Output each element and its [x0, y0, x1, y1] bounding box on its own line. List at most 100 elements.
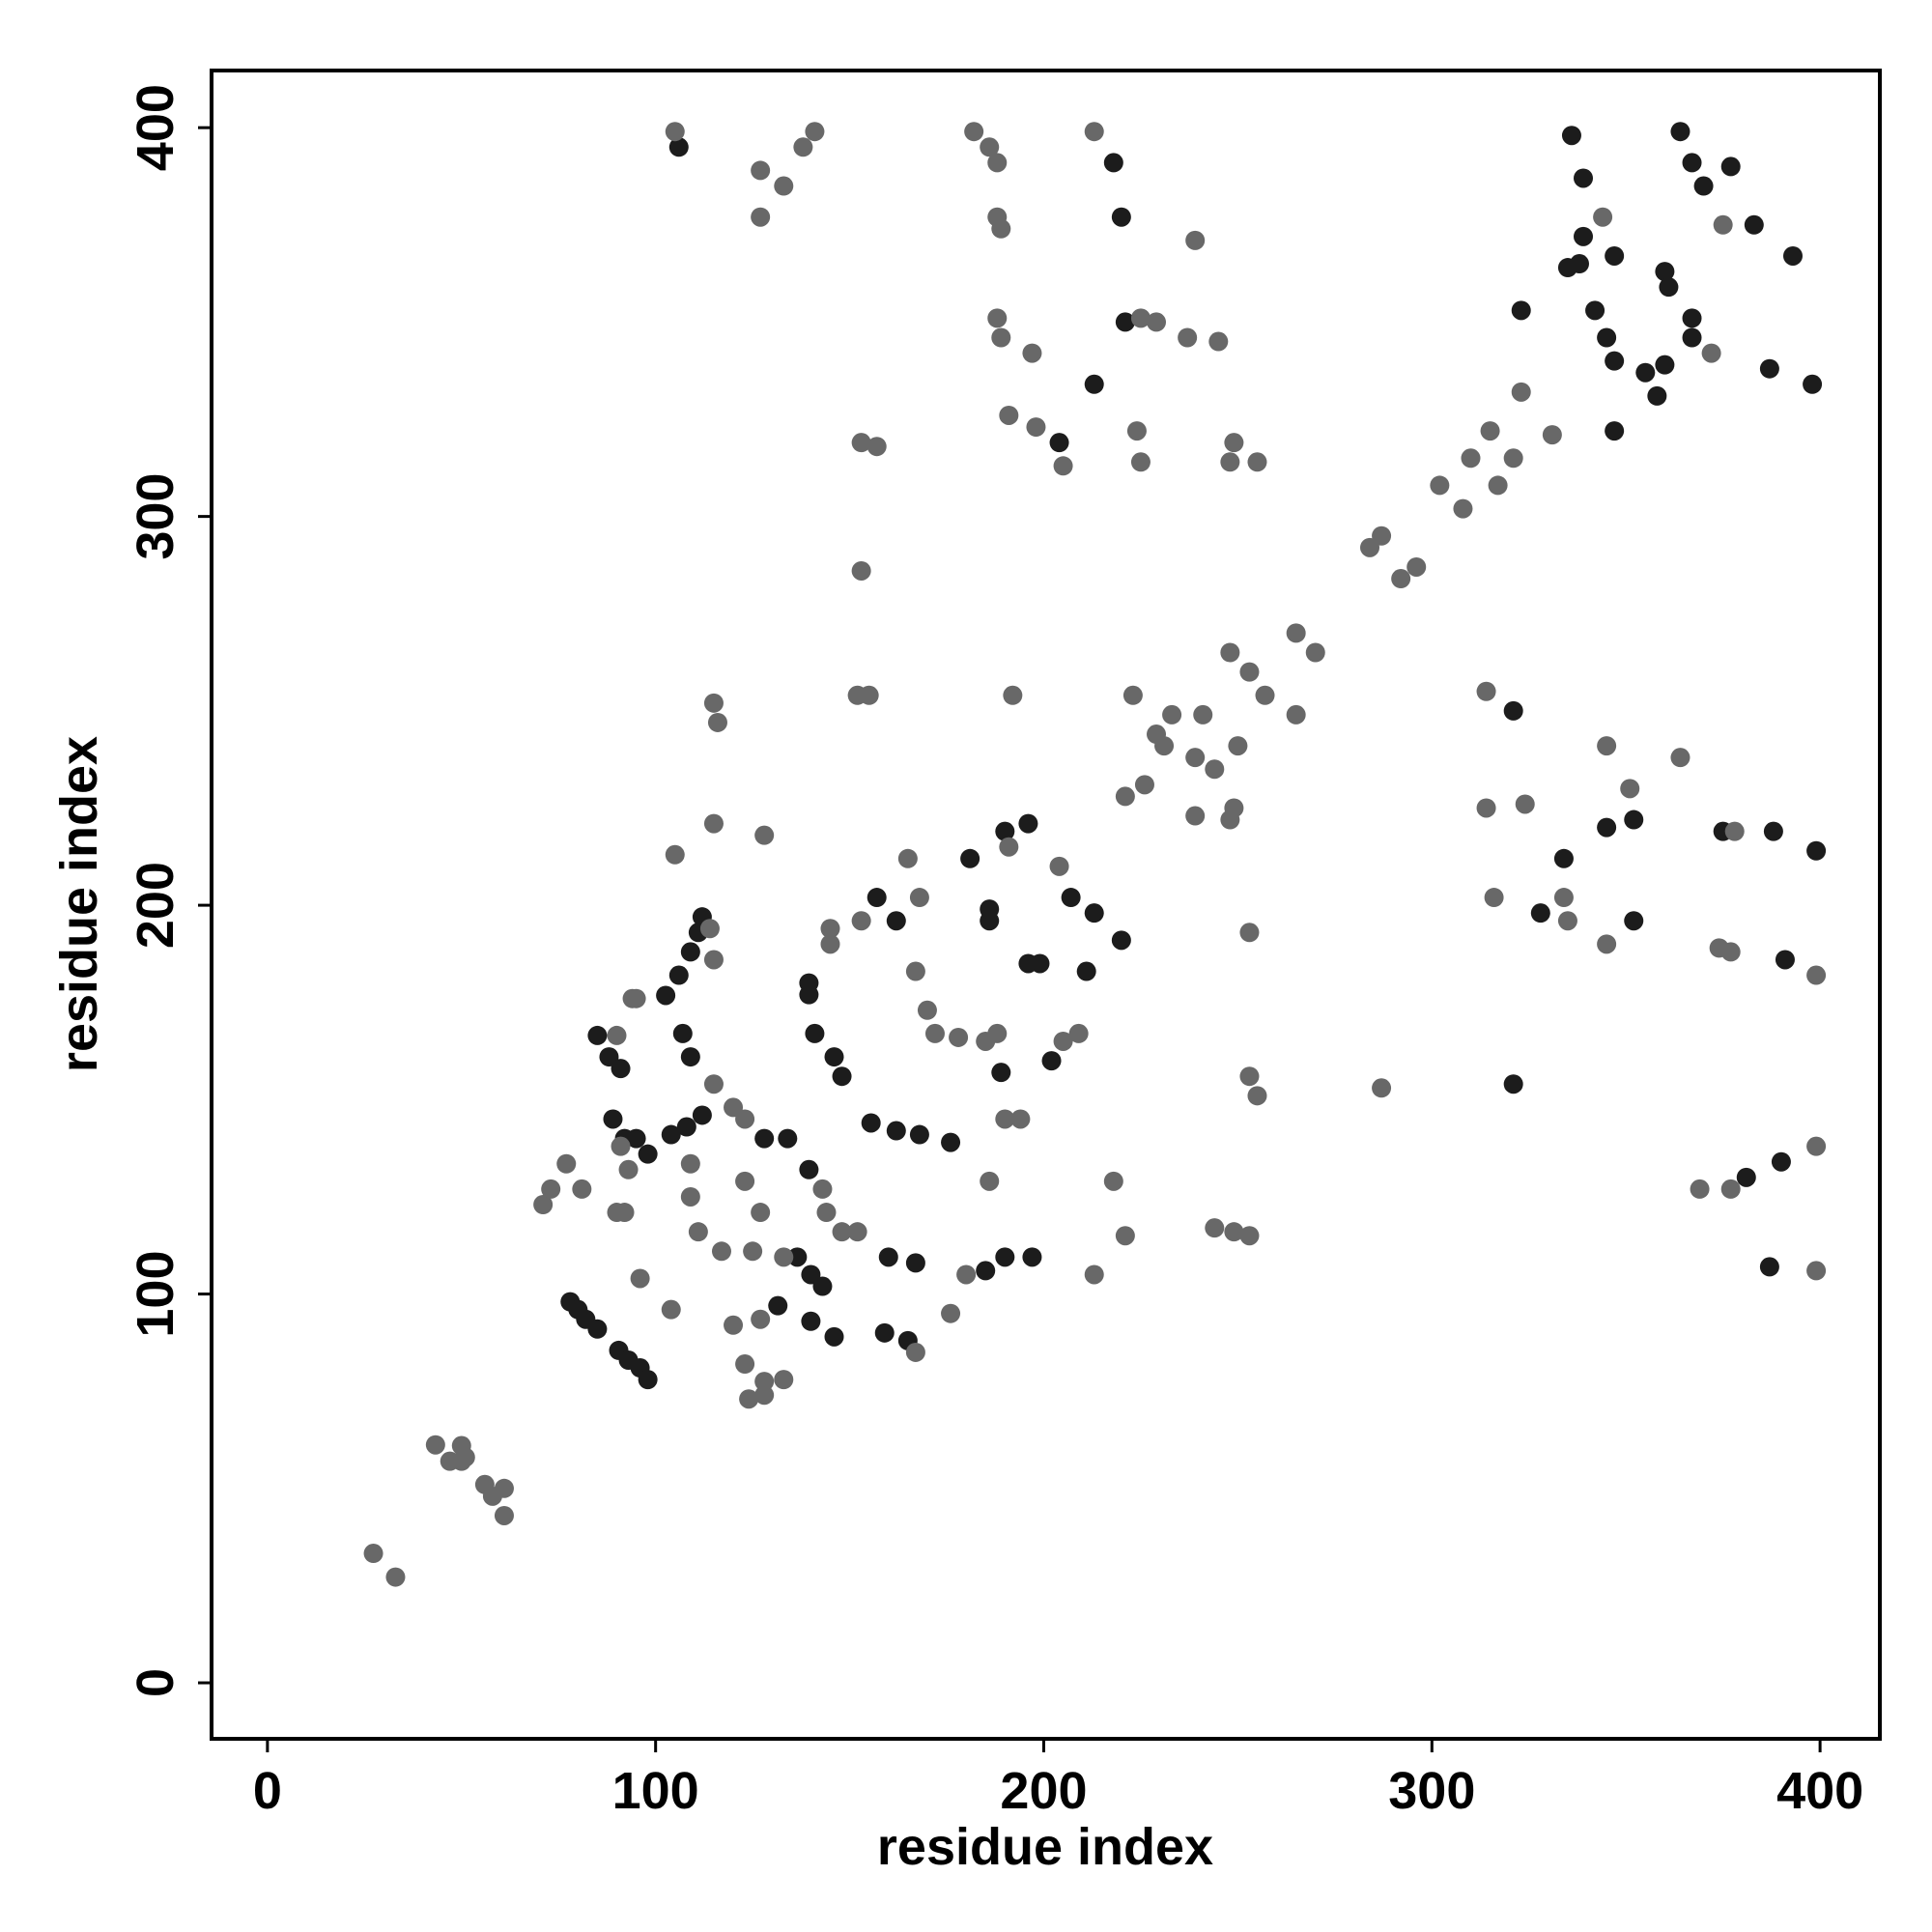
- point: [1134, 775, 1154, 795]
- point: [774, 1370, 794, 1390]
- point: [638, 1370, 658, 1390]
- point: [991, 327, 1011, 348]
- point: [1205, 1218, 1225, 1238]
- point: [556, 1153, 577, 1174]
- point: [1605, 421, 1625, 441]
- point: [1247, 452, 1267, 472]
- point: [909, 1124, 929, 1145]
- point: [751, 1203, 771, 1223]
- point: [614, 1203, 635, 1223]
- point: [905, 961, 925, 981]
- point: [1247, 1086, 1267, 1106]
- point: [851, 560, 871, 581]
- point: [680, 1047, 700, 1067]
- point: [699, 919, 720, 939]
- point: [665, 844, 685, 865]
- point: [611, 1136, 631, 1156]
- point: [1115, 312, 1135, 332]
- point: [991, 1063, 1011, 1083]
- point: [1574, 226, 1594, 246]
- point: [1220, 452, 1240, 472]
- x-tick-label: 0: [253, 1762, 282, 1820]
- point: [1585, 300, 1605, 321]
- point: [1239, 662, 1260, 682]
- point: [924, 1023, 945, 1043]
- point: [768, 1295, 788, 1316]
- point: [1476, 798, 1496, 818]
- point: [1763, 821, 1783, 841]
- point: [832, 1222, 852, 1242]
- point: [1655, 262, 1675, 282]
- point: [1720, 1179, 1741, 1199]
- point: [735, 1109, 755, 1129]
- point: [820, 919, 840, 939]
- point: [1053, 456, 1073, 476]
- point: [1076, 961, 1096, 981]
- point: [812, 1276, 833, 1296]
- point: [1130, 308, 1151, 328]
- point: [1624, 810, 1644, 830]
- plot-frame: [210, 69, 1882, 1741]
- point: [611, 1059, 631, 1079]
- x-tick-label: 200: [1000, 1762, 1087, 1820]
- point: [692, 1105, 712, 1125]
- point: [1515, 794, 1535, 814]
- point: [1670, 748, 1690, 768]
- point: [751, 207, 771, 227]
- point: [824, 1326, 844, 1347]
- point: [799, 1159, 819, 1179]
- point: [1659, 277, 1679, 298]
- x-tick-label: 100: [612, 1762, 699, 1820]
- point: [1635, 362, 1656, 383]
- point: [1372, 526, 1392, 546]
- point: [1736, 1167, 1756, 1187]
- point: [999, 837, 1019, 857]
- point: [987, 153, 1008, 173]
- point: [805, 1023, 825, 1043]
- point: [703, 1074, 724, 1094]
- y-axis-label: residue index: [50, 736, 108, 1072]
- point: [703, 693, 724, 713]
- point: [964, 122, 984, 142]
- y-tick-label: 200: [127, 862, 185, 949]
- point: [851, 911, 871, 931]
- point: [960, 848, 980, 868]
- point: [1561, 126, 1581, 146]
- point: [1178, 327, 1198, 348]
- point: [897, 848, 918, 868]
- point: [1049, 856, 1069, 876]
- point: [1624, 911, 1644, 931]
- point: [1682, 153, 1702, 173]
- point: [987, 308, 1008, 328]
- point: [878, 1247, 898, 1267]
- point: [1690, 1179, 1710, 1199]
- point: [847, 1222, 867, 1242]
- point: [1803, 374, 1823, 394]
- x-tick-label: 400: [1776, 1762, 1863, 1820]
- point: [1597, 817, 1617, 838]
- point: [1806, 965, 1827, 985]
- point: [851, 433, 871, 453]
- point: [1597, 327, 1617, 348]
- point: [455, 1447, 475, 1467]
- point: [1239, 1066, 1260, 1087]
- point: [861, 1113, 881, 1133]
- point: [494, 1505, 514, 1525]
- point: [626, 1128, 646, 1149]
- point: [1503, 1074, 1523, 1094]
- point: [1744, 214, 1764, 235]
- point: [1488, 475, 1508, 496]
- point: [1111, 207, 1131, 227]
- point: [980, 137, 1000, 157]
- point: [1530, 903, 1550, 923]
- point: [1557, 911, 1577, 931]
- point: [1605, 351, 1625, 371]
- point: [1084, 374, 1104, 394]
- point: [886, 1121, 906, 1141]
- y-tick-label: 400: [127, 84, 185, 171]
- point: [1724, 821, 1745, 841]
- point: [1574, 168, 1594, 188]
- point: [1511, 382, 1531, 402]
- point: [778, 1128, 798, 1149]
